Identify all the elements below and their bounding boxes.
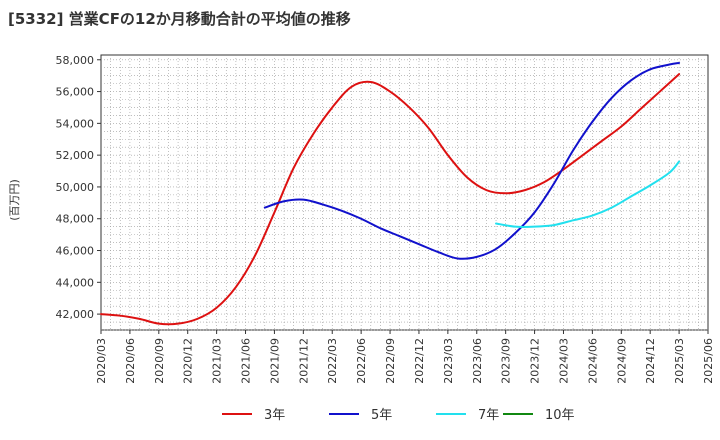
series-line-3	[495, 160, 681, 228]
y-tick-label: 46,000	[56, 245, 95, 258]
legend-label-4: 10年	[545, 408, 575, 423]
x-tick-label: 2021/03	[211, 338, 224, 384]
x-tick-label: 2020/06	[124, 338, 137, 384]
x-tick-label: 2023/06	[471, 338, 484, 384]
x-tick-label: 2024/09	[615, 338, 628, 384]
y-tick-label: 58,000	[56, 54, 95, 67]
legend: 3年 5年 7年 10年	[222, 408, 575, 423]
legend-label-1: 3年	[264, 408, 285, 423]
x-tick-label: 2021/12	[297, 338, 310, 384]
x-tick-label: 2025/03	[673, 338, 686, 384]
x-axis-ticks: 2020/03 2020/06 2020/09 2020/12 2021/03 2021/…	[95, 330, 715, 384]
legend-label-2: 5年	[371, 408, 392, 423]
y-tick-label: 44,000	[56, 276, 95, 289]
y-tick-label: 56,000	[56, 86, 95, 99]
x-tick-label: 2024/06	[586, 338, 599, 384]
x-tick-label: 2020/09	[153, 338, 166, 384]
x-tick-label: 2025/06	[702, 338, 715, 384]
chart-title: [5332] 営業CFの12か月移動合計の平均値の推移	[8, 10, 351, 28]
x-tick-label: 2021/09	[268, 338, 281, 384]
y-tick-label: 48,000	[56, 213, 95, 226]
x-tick-label: 2022/06	[355, 338, 368, 384]
legend-label-3: 7年	[478, 408, 499, 423]
x-tick-label: 2022/03	[326, 338, 339, 384]
y-tick-label: 42,000	[56, 308, 95, 321]
x-tick-label: 2024/03	[557, 338, 570, 384]
x-tick-label: 2020/03	[95, 338, 108, 384]
x-tick-label: 2021/06	[240, 338, 253, 384]
y-tick-label: 54,000	[56, 117, 95, 130]
y-axis-label: (百万円)	[8, 179, 21, 221]
x-tick-label: 2023/09	[500, 338, 513, 384]
grid-layer	[101, 55, 708, 331]
y-tick-label: 52,000	[56, 149, 95, 162]
x-tick-label: 2023/03	[442, 338, 455, 384]
x-tick-label: 2020/12	[182, 338, 195, 384]
x-tick-label: 2022/09	[384, 338, 397, 384]
series-line-2	[263, 61, 681, 260]
x-tick-label: 2023/12	[529, 338, 542, 384]
plot-area	[100, 54, 709, 331]
x-tick-label: 2024/12	[644, 338, 657, 384]
series-line-1	[100, 73, 681, 326]
y-axis-ticks: 42,000 44,000 46,000 48,000 50,000 52,000 54,0…	[56, 54, 101, 321]
series-layer	[100, 61, 681, 326]
y-tick-label: 50,000	[56, 181, 95, 194]
x-tick-label: 2022/12	[413, 338, 426, 384]
